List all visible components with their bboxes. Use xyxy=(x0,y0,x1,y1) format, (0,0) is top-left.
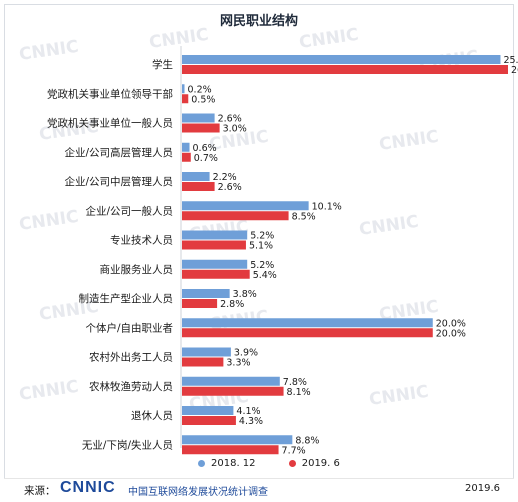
value-label-series-2-3: 0.7% xyxy=(194,153,218,164)
value-label-series-1-11: 7.8% xyxy=(283,377,307,388)
value-label-series-1-4: 2.2% xyxy=(213,172,237,183)
bars-layer xyxy=(182,55,508,455)
watermark-text-6: CNNIC xyxy=(378,127,440,155)
value-label-series-2-4: 2.6% xyxy=(218,182,242,193)
bar-series-1-4 xyxy=(182,172,210,181)
value-label-series-1-9: 20.0% xyxy=(436,318,466,329)
bar-series-2-4 xyxy=(182,182,215,191)
value-label-series-2-5: 8.5% xyxy=(292,211,316,222)
bar-series-1-3 xyxy=(182,142,190,152)
bar-series-1-1 xyxy=(182,84,185,94)
bar-series-2-10 xyxy=(182,357,224,367)
legend-swatch-series-2 xyxy=(288,460,296,467)
value-label-series-1-5: 10.1% xyxy=(312,201,342,212)
watermark-text-13: CNNIC xyxy=(18,377,80,405)
bar-series-2-13 xyxy=(182,445,279,455)
value-label-series-2-6: 5.1% xyxy=(249,241,273,252)
bar-series-1-5 xyxy=(182,201,309,211)
category-label-12: 退休人员 xyxy=(131,410,173,422)
value-label-series-1-1: 0.2% xyxy=(188,84,212,95)
legend: 2018. 12 2019. 6 xyxy=(198,458,370,470)
category-label-2: 党政机关事业单位一般人员 xyxy=(47,117,173,130)
category-label-7: 商业服务业人员 xyxy=(100,263,174,276)
value-label-series-2-2: 3.0% xyxy=(223,124,247,135)
category-label-13: 无业/下岗/失业人员 xyxy=(82,438,173,451)
value-label-series-1-8: 3.8% xyxy=(233,289,257,300)
bar-series-1-11 xyxy=(182,376,280,386)
bar-series-1-10 xyxy=(182,347,231,357)
watermark-text-9: CNNIC xyxy=(358,212,420,240)
bar-series-2-11 xyxy=(182,386,284,396)
value-label-series-1-7: 5.2% xyxy=(250,260,274,271)
value-label-series-1-12: 4.1% xyxy=(236,406,260,417)
value-label-series-1-0: 25.4% xyxy=(503,55,518,66)
bar-series-2-2 xyxy=(182,123,220,133)
bar-series-2-7 xyxy=(182,269,250,279)
bar-series-1-8 xyxy=(182,289,230,298)
category-label-9: 个体户/自由职业者 xyxy=(85,321,173,334)
labels-layer: 学生 25.4%26.0% 党政机关事业单位领导干部 0.2%0.5% 党政机关事业单位… xyxy=(47,55,518,456)
watermark-text-15: CNNIC xyxy=(368,382,430,410)
category-label-5: 企业/公司一般人员 xyxy=(85,204,173,217)
survey-name: 中国互联网络发展状况统计调查 xyxy=(128,487,268,498)
footer: 来源： CNNIC 中国互联网络发展状况统计调查 2019.6 xyxy=(4,478,514,498)
value-label-series-2-13: 7.7% xyxy=(282,445,306,456)
value-label-series-2-11: 8.1% xyxy=(287,387,311,398)
bar-series-2-0 xyxy=(182,65,508,74)
bar-series-2-12 xyxy=(182,416,236,425)
bar-series-2-8 xyxy=(182,299,218,308)
category-label-4: 企业/公司中层管理人员 xyxy=(64,175,173,188)
watermark-text-2: CNNIC xyxy=(298,25,360,53)
bar-series-1-12 xyxy=(182,406,234,415)
category-label-10: 农村外出务工人员 xyxy=(89,351,173,364)
bar-series-2-6 xyxy=(182,240,246,250)
bar-series-1-9 xyxy=(182,318,433,328)
bar-series-2-5 xyxy=(182,211,289,221)
value-label-series-2-8: 2.8% xyxy=(220,299,244,310)
bar-series-1-6 xyxy=(182,230,248,240)
bar-series-2-1 xyxy=(182,94,189,104)
legend-swatch-series-1 xyxy=(198,460,205,467)
source-label: 来源： xyxy=(24,485,56,497)
watermark-text-0: CNNIC xyxy=(18,37,80,65)
legend-label-series-1: 2018. 12 xyxy=(211,458,256,469)
value-label-series-2-9: 20.0% xyxy=(436,328,466,339)
category-label-1: 党政机关事业单位领导干部 xyxy=(47,87,173,100)
watermark-text-7: CNNIC xyxy=(18,207,80,235)
legend-label-series-2: 2019. 6 xyxy=(301,458,340,469)
report-date: 2019.6 xyxy=(465,483,500,494)
value-label-series-1-13: 8.8% xyxy=(295,435,319,446)
chart-frame xyxy=(4,4,514,498)
value-label-series-2-7: 5.4% xyxy=(253,270,277,281)
value-label-series-2-0: 26.0% xyxy=(511,65,518,76)
chart-title: 网民职业结构 xyxy=(219,14,298,29)
category-label-8: 制造生产型企业人员 xyxy=(79,292,174,305)
value-label-series-2-10: 3.3% xyxy=(226,358,250,369)
value-label-series-1-10: 3.9% xyxy=(234,348,258,359)
category-label-3: 企业/公司高层管理人员 xyxy=(64,146,173,159)
bar-series-2-9 xyxy=(182,328,433,338)
cnnic-logo: CNNIC xyxy=(60,479,116,496)
bar-series-1-2 xyxy=(182,113,215,123)
category-label-6: 专业技术人员 xyxy=(110,234,173,247)
value-label-series-2-1: 0.5% xyxy=(191,94,215,105)
bar-series-1-0 xyxy=(182,55,501,64)
value-label-series-1-3: 0.6% xyxy=(193,143,217,154)
category-label-0: 学生 xyxy=(152,58,173,71)
watermark-text-1: CNNIC xyxy=(148,25,210,53)
value-label-series-1-6: 5.2% xyxy=(250,231,274,242)
bar-series-2-3 xyxy=(182,152,191,162)
value-label-series-2-12: 4.3% xyxy=(239,416,263,427)
bar-series-1-7 xyxy=(182,259,248,269)
bar-series-1-13 xyxy=(182,435,293,445)
legend-item-series-1: 2018. 12 xyxy=(198,458,256,469)
category-label-11: 农林牧渔劳动人员 xyxy=(89,380,173,393)
value-label-series-1-2: 2.6% xyxy=(218,114,242,125)
legend-item-series-2: 2019. 6 xyxy=(288,458,340,469)
